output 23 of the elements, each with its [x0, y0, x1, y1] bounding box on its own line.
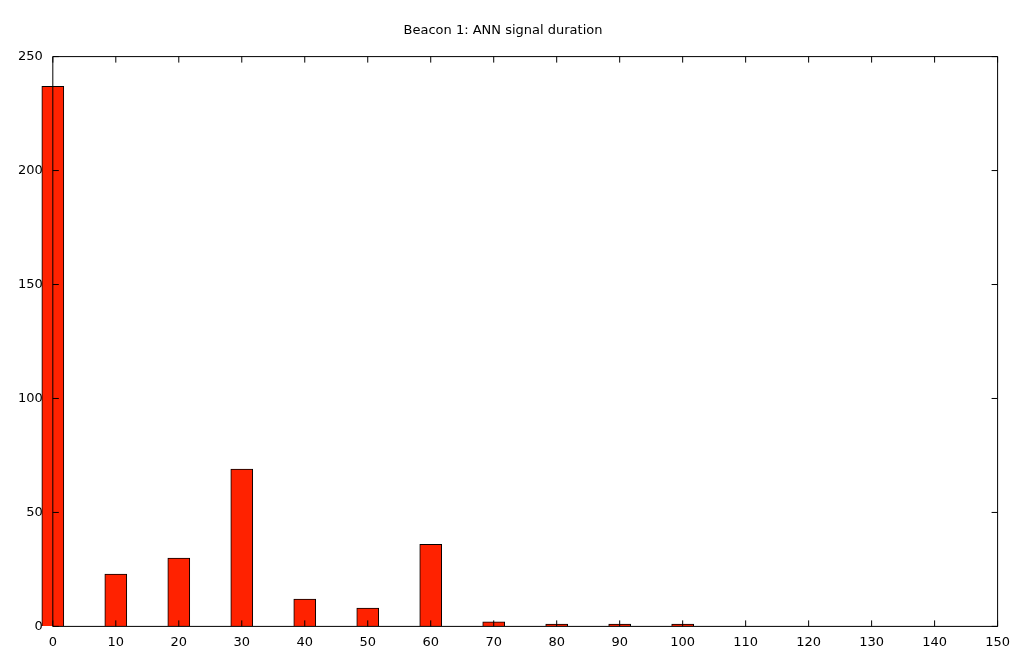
x-tick-label: 120 [796, 633, 822, 649]
x-tick-label: 90 [611, 633, 628, 649]
x-tick-label: 40 [296, 633, 314, 649]
x-tick-label: 150 [985, 633, 1011, 649]
x-tick-label: 130 [859, 633, 885, 649]
x-tick-label: 110 [733, 633, 759, 649]
y-tick-label: 250 [17, 47, 43, 63]
x-tick-label: 30 [233, 633, 251, 649]
y-tick-label: 100 [17, 389, 43, 405]
x-tick-label: 100 [670, 633, 696, 649]
x-tick-label: 60 [422, 633, 439, 649]
y-tick-label: 200 [17, 161, 43, 177]
x-tick-label: 50 [359, 633, 377, 649]
x-tick-label: 140 [922, 633, 948, 649]
chart-title: Beacon 1: ANN signal duration [403, 22, 603, 38]
x-tick-label: 0 [48, 633, 57, 649]
x-tick-label: 10 [107, 633, 125, 649]
x-tick-label: 80 [548, 633, 565, 649]
y-tick-label: 150 [17, 275, 43, 291]
x-tick-label: 70 [485, 633, 502, 649]
y-tick-label: 50 [26, 503, 43, 519]
x-tick-label: 20 [170, 633, 188, 649]
y-tick-label: 0 [34, 617, 43, 633]
